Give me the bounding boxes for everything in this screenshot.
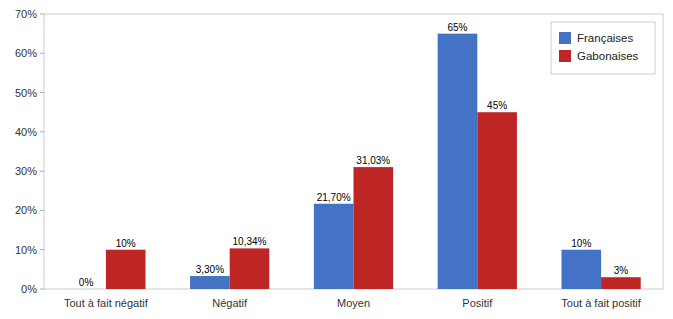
x-tick-label: Négatif [212,297,248,309]
x-axis: Tout à fait négatif Négatif Moyen Positif To… [64,297,642,309]
data-label: 10% [116,238,136,249]
data-label: 31,03% [356,155,390,166]
bar [601,277,641,289]
legend-label: Gabonaises [577,50,639,62]
y-tick-label: 50% [15,87,37,99]
y-tick-label: 40% [15,126,37,138]
legend-label: Françaises [577,32,633,44]
bar [190,276,230,289]
bar [354,167,394,289]
y-axis: 0% 10% 20% 30% 40% 50% 60% 70% [15,8,44,295]
bar [561,250,601,289]
bar [438,34,478,289]
bar [230,248,270,289]
data-label: 0% [79,277,94,288]
y-tick-label: 30% [15,165,37,177]
bar [106,250,146,289]
y-tick-label: 10% [15,244,37,256]
y-tick-label: 70% [15,8,37,20]
y-tick [40,53,44,54]
y-tick [40,92,44,93]
y-tick-label: 0% [21,283,37,295]
chart-container: 0% 10% 20% 30% 40% 50% 60% 70% Tout à fait négat… [0,0,673,319]
plot-frame [44,14,663,289]
data-label: 10,34% [233,236,267,247]
y-tick [40,171,44,172]
y-tick [40,289,44,290]
x-tick-label: Tout à fait négatif [64,297,149,309]
y-tick [40,210,44,211]
y-tick-label: 20% [15,204,37,216]
data-labels: 0% 3,30% 21,70% 65% 10% 10% 10,34% 31,03% 45% 3% [79,22,628,288]
bar [314,204,354,289]
legend: Françaises Gabonaises [551,22,655,74]
chart-svg: 0% 10% 20% 30% 40% 50% 60% 70% Tout à fait négat… [0,0,673,319]
data-label: 65% [447,22,467,33]
data-label: 10% [571,238,591,249]
data-label: 3% [614,265,629,276]
y-tick [40,249,44,250]
data-label: 3,30% [196,264,224,275]
x-tick-label: Tout à fait positif [561,297,641,309]
y-tick [40,14,44,15]
x-tick-label: Positif [462,297,493,309]
data-label: 21,70% [317,192,351,203]
legend-box [551,22,655,74]
data-label: 45% [487,100,507,111]
bar [66,289,106,290]
bar [477,112,517,289]
legend-swatch [559,50,571,62]
y-tick-label: 60% [15,47,37,59]
y-tick [40,131,44,132]
x-tick-label: Moyen [337,297,370,309]
legend-swatch [559,32,571,44]
